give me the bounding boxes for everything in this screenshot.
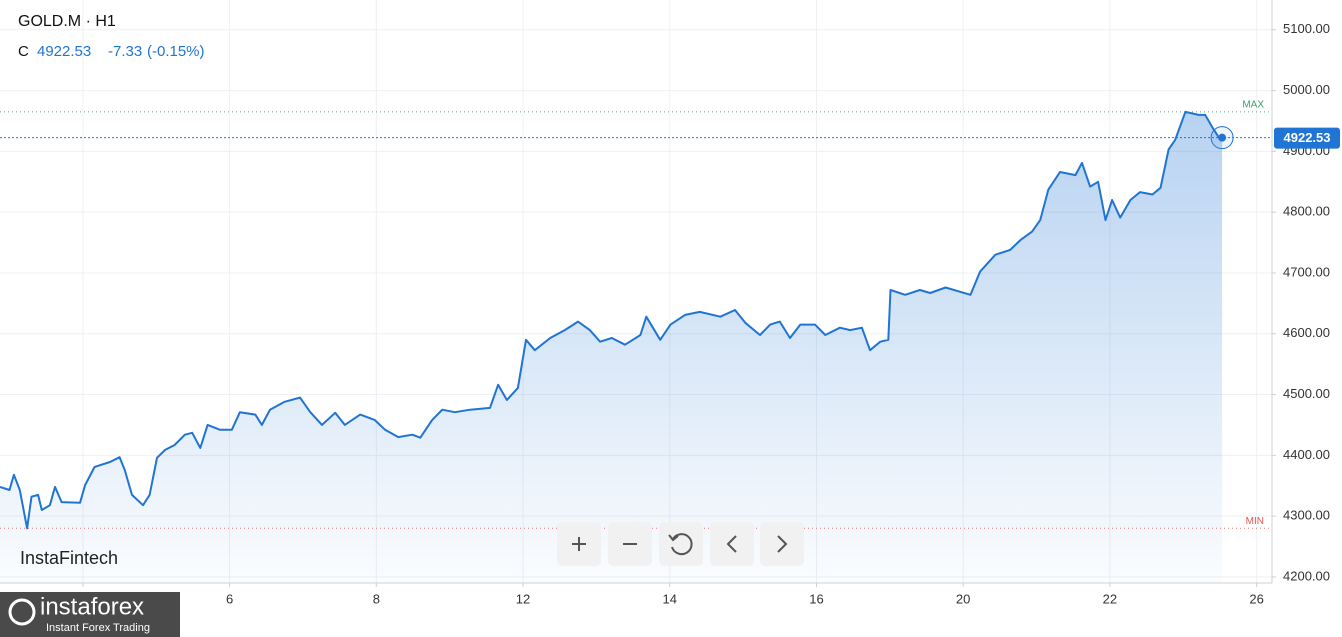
change-percent: (-0.15%) bbox=[147, 43, 205, 60]
y-tick-label: 4800.00 bbox=[1283, 204, 1330, 219]
logo: instaforex Instant Forex Trading bbox=[0, 592, 180, 637]
y-tick-label: 5100.00 bbox=[1283, 21, 1330, 36]
close-prefix: C bbox=[18, 43, 29, 60]
x-tick-label: 16 bbox=[809, 591, 823, 606]
reset-button[interactable] bbox=[659, 522, 703, 566]
logo-icon bbox=[8, 598, 36, 626]
y-tick-label: 4500.00 bbox=[1283, 386, 1330, 401]
x-tick-label: 14 bbox=[663, 591, 677, 606]
watermark: InstaFintech bbox=[20, 548, 118, 568]
x-tick-label: 22 bbox=[1103, 591, 1117, 606]
x-tick-label: 8 bbox=[373, 591, 380, 606]
zoom-out-button[interactable] bbox=[608, 522, 652, 566]
current-price-box bbox=[1274, 127, 1340, 149]
logo-text: instaforex bbox=[40, 593, 144, 620]
y-tick-label: 4700.00 bbox=[1283, 264, 1330, 279]
change-value: -7.33 bbox=[108, 43, 142, 60]
y-tick-label: 4600.00 bbox=[1283, 325, 1330, 340]
scroll-right-button[interactable] bbox=[760, 522, 804, 566]
scroll-left-button[interactable] bbox=[710, 522, 754, 566]
y-tick-label: 4400.00 bbox=[1283, 447, 1330, 462]
logo-background bbox=[0, 592, 180, 637]
toolbar bbox=[557, 522, 804, 566]
price-line bbox=[0, 110, 1223, 530]
logo-tagline: Instant Forex Trading bbox=[46, 622, 150, 634]
min-label: MIN bbox=[1246, 516, 1264, 527]
current-price-label: 4922.53 bbox=[1284, 130, 1331, 145]
max-label: MAX bbox=[1242, 99, 1264, 110]
y-tick-label: 4200.00 bbox=[1283, 568, 1330, 583]
x-tick-label: 26 bbox=[1249, 591, 1263, 606]
zoom-in-button[interactable] bbox=[557, 522, 601, 566]
y-tick-label: 4300.00 bbox=[1283, 508, 1330, 523]
chart-title: GOLD.M · H1 bbox=[18, 13, 116, 30]
x-tick-label: 6 bbox=[226, 591, 233, 606]
x-tick-label: 20 bbox=[956, 591, 970, 606]
last-point bbox=[1218, 133, 1227, 142]
close-value: 4922.53 bbox=[37, 43, 91, 60]
x-tick-label: 12 bbox=[516, 591, 530, 606]
area-fill bbox=[0, 111, 1223, 584]
axes: 4200.00 4300.00 4400.00 4500.00 4600.00 4700.… bbox=[68, 21, 1340, 606]
y-tick-label: 5000.00 bbox=[1283, 82, 1330, 97]
